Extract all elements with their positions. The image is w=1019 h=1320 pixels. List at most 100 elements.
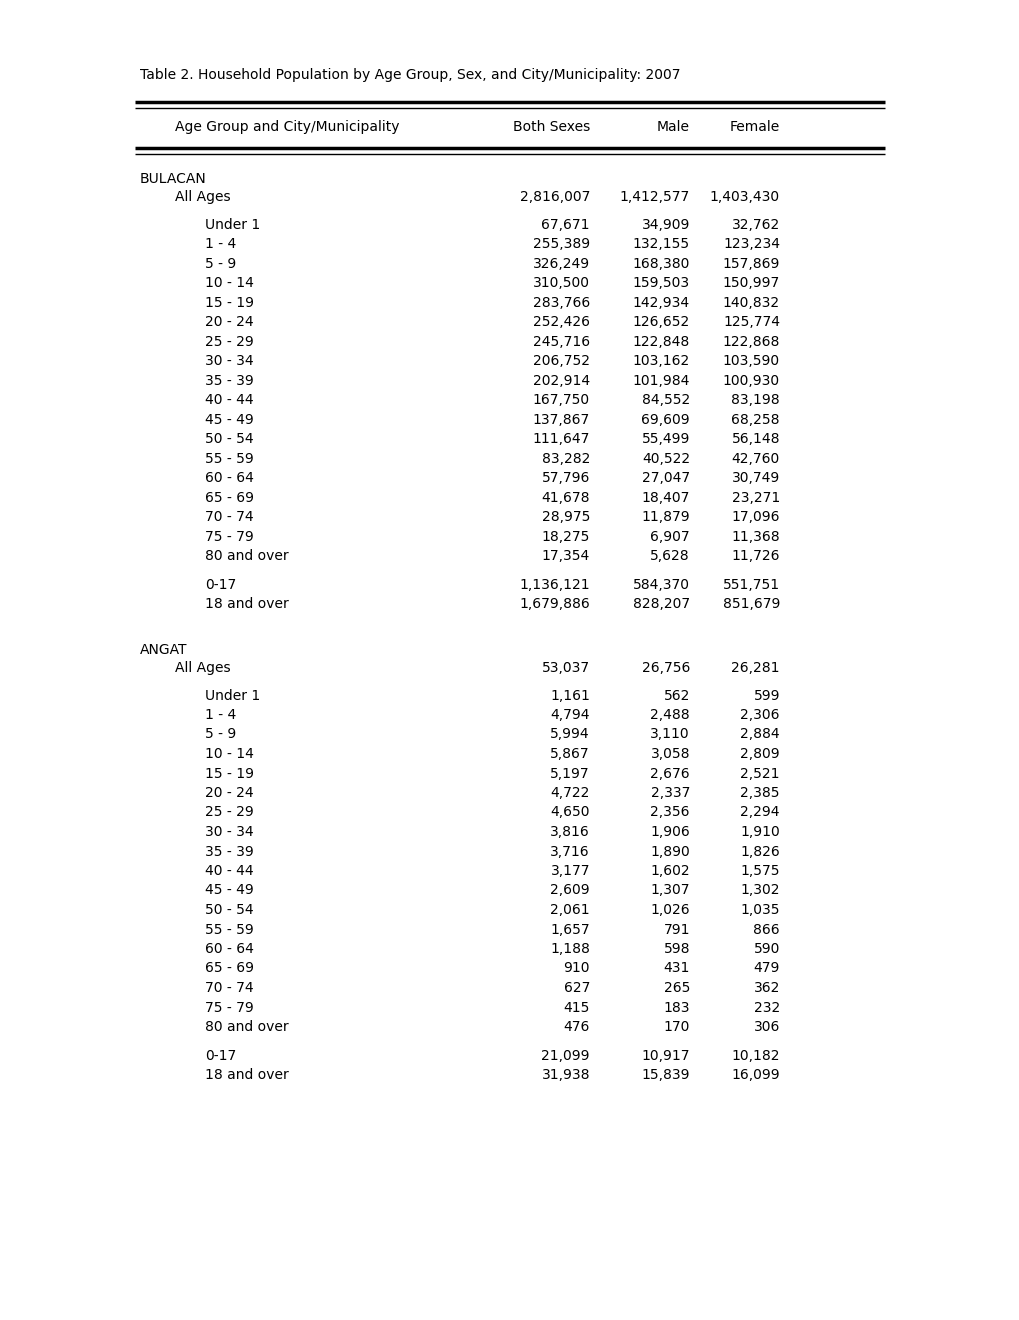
Text: 627: 627 — [564, 981, 589, 995]
Text: 1 - 4: 1 - 4 — [205, 708, 236, 722]
Text: 125,774: 125,774 — [722, 315, 780, 329]
Text: 910: 910 — [562, 961, 589, 975]
Text: 11,879: 11,879 — [641, 511, 689, 524]
Text: 3,110: 3,110 — [650, 727, 689, 742]
Text: 2,488: 2,488 — [650, 708, 689, 722]
Text: 1,403,430: 1,403,430 — [709, 190, 780, 205]
Text: 1 - 4: 1 - 4 — [205, 238, 236, 251]
Text: 590: 590 — [753, 942, 780, 956]
Text: 255,389: 255,389 — [532, 238, 589, 251]
Text: 2,809: 2,809 — [740, 747, 780, 762]
Text: 2,816,007: 2,816,007 — [519, 190, 589, 205]
Text: 1,307: 1,307 — [650, 883, 689, 898]
Text: All Ages: All Ages — [175, 661, 230, 675]
Text: 562: 562 — [663, 689, 689, 702]
Text: 2,385: 2,385 — [740, 785, 780, 800]
Text: 84,552: 84,552 — [641, 393, 689, 408]
Text: 15,839: 15,839 — [641, 1068, 689, 1082]
Text: 283,766: 283,766 — [532, 296, 589, 310]
Text: 83,198: 83,198 — [731, 393, 780, 408]
Text: 26,756: 26,756 — [641, 661, 689, 675]
Text: 167,750: 167,750 — [532, 393, 589, 408]
Text: 10,917: 10,917 — [641, 1048, 689, 1063]
Text: 3,177: 3,177 — [550, 865, 589, 878]
Text: 1,161: 1,161 — [549, 689, 589, 702]
Text: 26,281: 26,281 — [731, 661, 780, 675]
Text: 68,258: 68,258 — [731, 413, 780, 426]
Text: 18,407: 18,407 — [641, 491, 689, 504]
Text: 40,522: 40,522 — [641, 451, 689, 466]
Text: Age Group and City/Municipality: Age Group and City/Municipality — [175, 120, 399, 135]
Text: 245,716: 245,716 — [532, 335, 589, 348]
Text: 866: 866 — [753, 923, 780, 936]
Text: 851,679: 851,679 — [721, 597, 780, 611]
Text: 479: 479 — [753, 961, 780, 975]
Text: 41,678: 41,678 — [541, 491, 589, 504]
Text: 1,890: 1,890 — [650, 845, 689, 858]
Text: 183: 183 — [662, 1001, 689, 1015]
Text: 232: 232 — [753, 1001, 780, 1015]
Text: Both Sexes: Both Sexes — [513, 120, 589, 135]
Text: 101,984: 101,984 — [632, 374, 689, 388]
Text: 60 - 64: 60 - 64 — [205, 942, 254, 956]
Text: 252,426: 252,426 — [533, 315, 589, 329]
Text: 159,503: 159,503 — [632, 276, 689, 290]
Text: All Ages: All Ages — [175, 190, 230, 205]
Text: 1,412,577: 1,412,577 — [620, 190, 689, 205]
Text: 75 - 79: 75 - 79 — [205, 529, 254, 544]
Text: 35 - 39: 35 - 39 — [205, 845, 254, 858]
Text: 6,907: 6,907 — [650, 529, 689, 544]
Text: 137,867: 137,867 — [532, 413, 589, 426]
Text: 2,676: 2,676 — [650, 767, 689, 780]
Text: 17,096: 17,096 — [731, 511, 780, 524]
Text: 103,162: 103,162 — [632, 354, 689, 368]
Text: 4,650: 4,650 — [550, 805, 589, 820]
Text: 168,380: 168,380 — [632, 257, 689, 271]
Text: 25 - 29: 25 - 29 — [205, 335, 254, 348]
Text: 126,652: 126,652 — [632, 315, 689, 329]
Text: 415: 415 — [564, 1001, 589, 1015]
Text: 5,994: 5,994 — [550, 727, 589, 742]
Text: 18 and over: 18 and over — [205, 597, 288, 611]
Text: 1,679,886: 1,679,886 — [519, 597, 589, 611]
Text: 2,306: 2,306 — [740, 708, 780, 722]
Text: 2,609: 2,609 — [550, 883, 589, 898]
Text: 306: 306 — [753, 1020, 780, 1034]
Text: 599: 599 — [753, 689, 780, 702]
Text: 202,914: 202,914 — [532, 374, 589, 388]
Text: 170: 170 — [663, 1020, 689, 1034]
Text: 69,609: 69,609 — [641, 413, 689, 426]
Text: 431: 431 — [663, 961, 689, 975]
Text: 142,934: 142,934 — [632, 296, 689, 310]
Text: 15 - 19: 15 - 19 — [205, 767, 254, 780]
Text: 326,249: 326,249 — [532, 257, 589, 271]
Text: 2,337: 2,337 — [650, 785, 689, 800]
Text: 5,197: 5,197 — [550, 767, 589, 780]
Text: 80 and over: 80 and over — [205, 1020, 288, 1034]
Text: 55,499: 55,499 — [641, 432, 689, 446]
Text: 34,909: 34,909 — [641, 218, 689, 232]
Text: 65 - 69: 65 - 69 — [205, 961, 254, 975]
Text: 45 - 49: 45 - 49 — [205, 883, 254, 898]
Text: 476: 476 — [564, 1020, 589, 1034]
Text: 584,370: 584,370 — [633, 578, 689, 591]
Text: 0-17: 0-17 — [205, 578, 236, 591]
Text: 362: 362 — [753, 981, 780, 995]
Text: 2,521: 2,521 — [740, 767, 780, 780]
Text: 150,997: 150,997 — [722, 276, 780, 290]
Text: 5 - 9: 5 - 9 — [205, 257, 236, 271]
Text: 75 - 79: 75 - 79 — [205, 1001, 254, 1015]
Text: 30,749: 30,749 — [731, 471, 780, 486]
Text: 30 - 34: 30 - 34 — [205, 825, 254, 840]
Text: 598: 598 — [662, 942, 689, 956]
Text: 3,716: 3,716 — [550, 845, 589, 858]
Text: 1,826: 1,826 — [740, 845, 780, 858]
Text: 1,136,121: 1,136,121 — [519, 578, 589, 591]
Text: BULACAN: BULACAN — [140, 172, 207, 186]
Text: 1,035: 1,035 — [740, 903, 780, 917]
Text: 18,275: 18,275 — [541, 529, 589, 544]
Text: 32,762: 32,762 — [731, 218, 780, 232]
Text: Male: Male — [656, 120, 689, 135]
Text: 1,910: 1,910 — [740, 825, 780, 840]
Text: 2,294: 2,294 — [740, 805, 780, 820]
